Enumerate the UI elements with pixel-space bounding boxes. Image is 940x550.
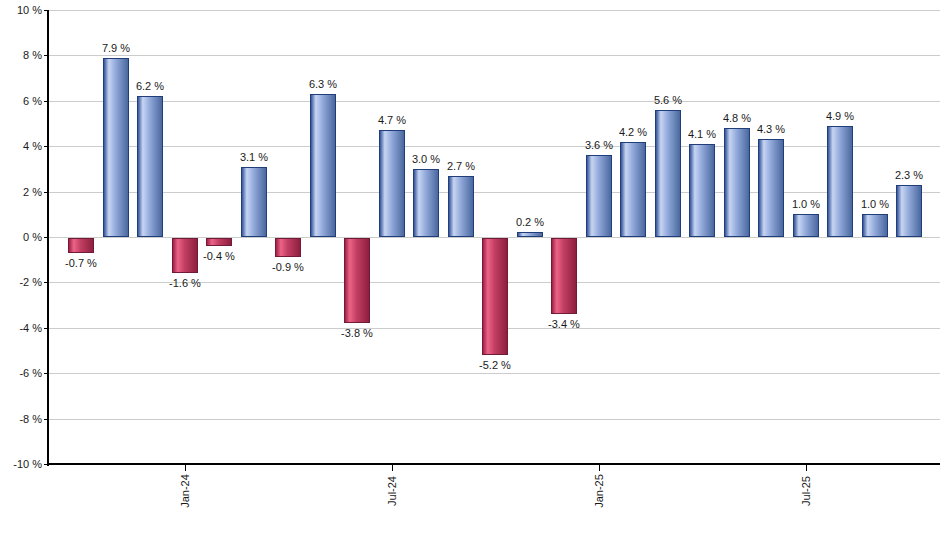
gridline [49, 192, 940, 193]
x-axis-tick-label: Jul-25 [799, 461, 813, 521]
x-axis-tick-label: Jan-25 [592, 461, 606, 521]
bar-positive [137, 96, 163, 237]
y-axis-line [47, 10, 49, 466]
bar-positive [517, 232, 543, 237]
bar-value-label: -1.6 % [161, 276, 209, 290]
bar-value-label: 4.3 % [747, 122, 795, 136]
bar-positive [758, 139, 784, 237]
bar-value-label: 6.3 % [299, 77, 347, 91]
bar-positive [379, 130, 405, 237]
bar-value-label: 2.3 % [885, 168, 933, 182]
bar-value-label: 0.2 % [506, 215, 554, 229]
bar-positive [586, 155, 612, 237]
bar-value-label: 5.6 % [644, 93, 692, 107]
bar-positive [862, 214, 888, 237]
gridline [49, 55, 940, 56]
y-axis-tick-label: 6 % [2, 95, 42, 108]
gridline [49, 146, 940, 147]
y-axis-tick-label: 10 % [2, 4, 42, 17]
bar-negative [206, 238, 232, 246]
y-axis-tick-label: 8 % [2, 49, 42, 62]
bar-value-label: 4.7 % [368, 113, 416, 127]
bar-positive [827, 126, 853, 237]
x-axis-tick-label: Jul-24 [385, 461, 399, 521]
bar-positive [724, 128, 750, 237]
gridline [49, 419, 940, 420]
y-axis-tick-label: -4 % [2, 322, 42, 335]
bar-positive [793, 214, 819, 237]
bar-value-label: 1.0 % [782, 197, 830, 211]
bar-value-label: 4.2 % [609, 125, 657, 139]
bar-value-label: 4.9 % [816, 109, 864, 123]
bar-positive [448, 176, 474, 237]
bar-negative [551, 238, 577, 314]
y-axis-tick-label: -2 % [2, 276, 42, 289]
bar-positive [413, 169, 439, 237]
bar-positive [241, 167, 267, 237]
y-axis-tick-label: 4 % [2, 140, 42, 153]
bar-value-label: 6.2 % [126, 79, 174, 93]
bar-value-label: 1.0 % [851, 197, 899, 211]
bar-positive [620, 142, 646, 237]
y-axis-tick-label: -10 % [2, 458, 42, 471]
bar-value-label: 4.1 % [678, 127, 726, 141]
bar-negative [344, 238, 370, 323]
bar-value-label: -0.4 % [195, 249, 243, 263]
bar-value-label: -3.8 % [333, 326, 381, 340]
bar-value-label: -5.2 % [471, 358, 519, 372]
bar-negative [275, 238, 301, 257]
bar-value-label: 3.1 % [230, 150, 278, 164]
bar-value-label: -0.7 % [57, 256, 105, 270]
bar-value-label: 2.7 % [437, 159, 485, 173]
bar-value-label: 7.9 % [92, 41, 140, 55]
bar-negative [482, 238, 508, 355]
bar-value-label: -3.4 % [540, 317, 588, 331]
bar-negative [68, 238, 94, 253]
gridline [49, 101, 940, 102]
monthly-returns-bar-chart: 10 % 8 % 6 % 4 % 2 % 0 % -2 % -4 % -6 % -8 % -10 %… [0, 0, 940, 550]
bar-value-label: -0.9 % [264, 260, 312, 274]
bar-positive [896, 185, 922, 237]
bar-value-label: 3.6 % [575, 138, 623, 152]
gridline [49, 10, 940, 11]
y-axis-tick-label: 0 % [2, 231, 42, 244]
x-axis-tick-label: Jan-24 [178, 461, 192, 521]
bar-positive [689, 144, 715, 237]
gridline [49, 373, 940, 374]
y-axis-tick-label: -6 % [2, 367, 42, 380]
bar-positive [310, 94, 336, 237]
y-axis-tick-label: -8 % [2, 413, 42, 426]
y-axis-tick-label: 2 % [2, 186, 42, 199]
